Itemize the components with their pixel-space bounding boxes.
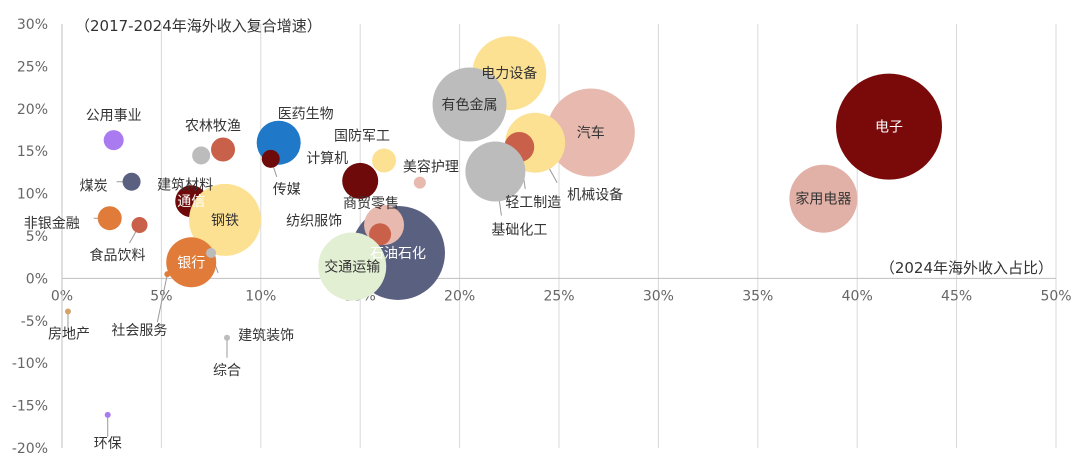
y-tick-label: -5% bbox=[21, 314, 48, 330]
x-tick-label: 5% bbox=[150, 288, 172, 304]
bubble-label: 石油石化 bbox=[370, 246, 426, 262]
y-tick-label: 5% bbox=[26, 229, 48, 245]
bubble-label: 通信 bbox=[177, 194, 205, 210]
bubble bbox=[432, 67, 507, 142]
bubble bbox=[413, 176, 426, 189]
bubble-label: 纺织服饰 bbox=[286, 213, 342, 229]
bubble-label: 计算机 bbox=[306, 151, 348, 167]
bubble bbox=[104, 411, 111, 418]
bubble-label: 建筑装饰 bbox=[238, 328, 294, 344]
x-tick-label: 25% bbox=[543, 288, 574, 304]
bubble-label: 美容护理 bbox=[403, 159, 459, 176]
bubble bbox=[103, 130, 124, 151]
bubble-label: 交通运输 bbox=[324, 259, 380, 276]
bubble-label: 钢铁 bbox=[211, 213, 239, 229]
bubble-label: 农林牧渔 bbox=[185, 119, 241, 135]
y-tick-label: -15% bbox=[12, 399, 48, 415]
bubble bbox=[211, 137, 236, 162]
bubble bbox=[372, 148, 397, 173]
bubbles bbox=[64, 36, 943, 418]
x-tick-label: 45% bbox=[941, 288, 972, 304]
bubble-label: 电力设备 bbox=[481, 65, 537, 82]
bubble-label: 轻工制造 bbox=[505, 195, 561, 211]
bubble-label: 非银金融 bbox=[24, 216, 80, 232]
bubble bbox=[166, 237, 217, 288]
x-axis-title: （2024年海外收入占比） bbox=[880, 259, 1053, 277]
bubble bbox=[122, 172, 141, 191]
bubble-label: 电子 bbox=[875, 120, 903, 136]
bubble bbox=[261, 149, 280, 168]
bubble bbox=[318, 232, 387, 301]
y-tick-label: 10% bbox=[17, 187, 48, 203]
bubble-label: 建筑材料 bbox=[157, 177, 213, 193]
x-tick-label: 35% bbox=[742, 288, 773, 304]
bubble-label: 机械设备 bbox=[567, 187, 623, 204]
bubble bbox=[546, 88, 635, 177]
bubble bbox=[224, 334, 231, 341]
bubble bbox=[465, 141, 526, 202]
bubble bbox=[206, 247, 217, 258]
bubble bbox=[192, 146, 211, 165]
y-axis-title: （2017-2024年海外收入复合增速） bbox=[75, 17, 322, 35]
bubble-label: 社会服务 bbox=[111, 323, 167, 339]
bubble bbox=[164, 271, 171, 278]
y-tick-label: 15% bbox=[17, 144, 48, 160]
y-tick-label: -10% bbox=[12, 356, 48, 372]
y-tick-label: 30% bbox=[17, 17, 48, 33]
bubble-label: 商贸零售 bbox=[343, 196, 399, 212]
x-tick-label: 10% bbox=[245, 288, 276, 304]
bubble bbox=[342, 162, 379, 199]
bubble bbox=[836, 73, 943, 180]
y-tick-label: 0% bbox=[26, 271, 48, 287]
bubble bbox=[369, 223, 392, 246]
bubble-label: 国防军工 bbox=[334, 129, 390, 145]
bubble-label: 环保 bbox=[94, 436, 122, 452]
x-tick-label: 20% bbox=[444, 288, 475, 304]
leader-line bbox=[156, 274, 168, 323]
bubble-label: 有色金属 bbox=[442, 97, 498, 114]
x-tick-label: 50% bbox=[1040, 288, 1071, 304]
bubble-label: 煤炭 bbox=[80, 179, 108, 195]
bubble-label: 医药生物 bbox=[278, 107, 334, 123]
bubble-label: 银行 bbox=[177, 255, 205, 271]
bubble bbox=[189, 183, 262, 256]
y-tick-label: -20% bbox=[12, 441, 48, 457]
bubble bbox=[97, 206, 122, 231]
x-tick-label: 40% bbox=[842, 288, 873, 304]
bubble-label: 房地产 bbox=[48, 326, 90, 342]
axes: 0% 5% 10% 15% 20% 25% 30% 35% 40% 45% 50% 30% 25% 20%… bbox=[12, 17, 1072, 457]
bubble bbox=[131, 216, 148, 233]
bubble-label: 传媒 bbox=[273, 182, 301, 198]
bubble bbox=[789, 164, 858, 233]
x-tick-label: 30% bbox=[643, 288, 674, 304]
bubble-label: 汽车 bbox=[577, 125, 605, 142]
bubble-label: 家用电器 bbox=[795, 191, 851, 208]
y-tick-label: 20% bbox=[17, 102, 48, 118]
bubble bbox=[64, 308, 71, 315]
bubble-label: 公用事业 bbox=[86, 108, 142, 124]
bubble-label: 食品饮料 bbox=[90, 247, 146, 264]
y-tick-label: 25% bbox=[17, 59, 48, 75]
bubble-label: 基础化工 bbox=[491, 222, 547, 239]
bubble-label: 综合 bbox=[213, 363, 241, 379]
